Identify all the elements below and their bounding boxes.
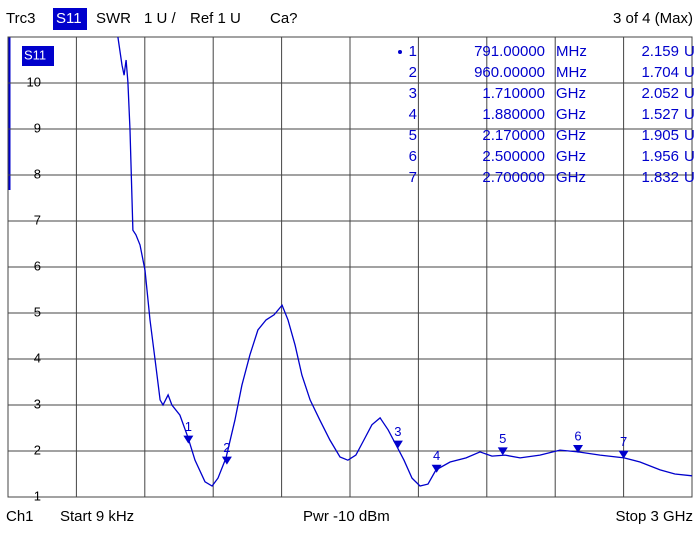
marker-unit: MHz [556,64,587,81]
marker-value: 1.704 [641,64,679,81]
marker [431,464,442,473]
marker-value-unit: U [684,43,695,60]
marker-unit: GHz [556,169,586,186]
marker-unit: GHz [556,127,586,144]
marker [497,447,508,456]
y-tick-label: 3 [34,396,41,411]
y-tick-label: 2 [34,442,41,457]
trace-name: Trc3 [6,10,35,27]
y-tick-label: 9 [34,120,41,135]
marker-number: 1 [409,43,417,60]
marker-label: 1 [185,419,192,434]
marker-unit: GHz [556,85,586,102]
marker-label: 5 [499,431,506,446]
marker-value-unit: U [684,148,695,165]
marker-value: 1.956 [641,148,679,165]
marker [183,435,194,444]
marker-value-unit: U [684,127,695,144]
param: S11 [56,10,82,27]
marker-number: 7 [409,169,417,186]
marker-value: 1.832 [641,169,679,186]
marker-value: 1.905 [641,127,679,144]
marker-number: 2 [409,64,417,81]
marker-number: 3 [409,85,417,102]
marker-label: 7 [620,434,627,449]
y-tick-label: 10 [27,74,41,89]
marker-number: 5 [409,127,417,144]
marker [618,450,629,459]
marker-value: 2.052 [641,85,679,102]
marker-value-unit: U [684,64,695,81]
marker [572,445,583,454]
stop: Stop 3 GHz [615,508,693,525]
marker-number: 6 [409,148,417,165]
marker-number: 4 [409,106,417,123]
y-tick-label: 7 [34,212,41,227]
marker-value: 2.159 [641,43,679,60]
format: SWR [96,10,131,27]
marker-value-unit: U [684,106,695,123]
y-tick-label: 1 [34,488,41,503]
trace [117,36,693,487]
channel: Ch1 [6,508,34,525]
marker-freq: 1.880000 [482,106,545,123]
marker-freq: 2.170000 [482,127,545,144]
trace-box [22,46,54,66]
active-marker-dot [398,50,402,54]
ref: Ref 1 U [190,10,241,27]
marker-unit: GHz [556,106,586,123]
marker [392,440,403,449]
marker [221,456,232,465]
marker-value-unit: U [684,85,695,102]
y-tick-label: 4 [34,350,41,365]
marker-freq: 791.00000 [474,43,545,60]
scale: 1 U / [144,10,177,27]
marker-unit: GHz [556,148,586,165]
marker-value-unit: U [684,169,695,186]
trace-label: S11 [24,47,46,62]
marker-freq: 2.500000 [482,148,545,165]
cal: Ca? [270,10,298,27]
marker-label: 2 [223,440,230,455]
marker-label: 6 [574,428,581,443]
y-tick-label: 8 [34,166,41,181]
marker-freq: 960.00000 [474,64,545,81]
marker-label: 3 [394,424,401,439]
start: Start 9 kHz [60,508,134,525]
param-box [53,8,87,30]
y-tick-label: 6 [34,258,41,273]
power: Pwr -10 dBm [303,508,390,525]
y-tick-label: 5 [34,304,41,319]
marker-label: 4 [433,448,440,463]
page: 3 of 4 (Max) [613,10,693,27]
marker-value: 1.527 [641,106,679,123]
marker-freq: 1.710000 [482,85,545,102]
marker-unit: MHz [556,43,587,60]
marker-freq: 2.700000 [482,169,545,186]
